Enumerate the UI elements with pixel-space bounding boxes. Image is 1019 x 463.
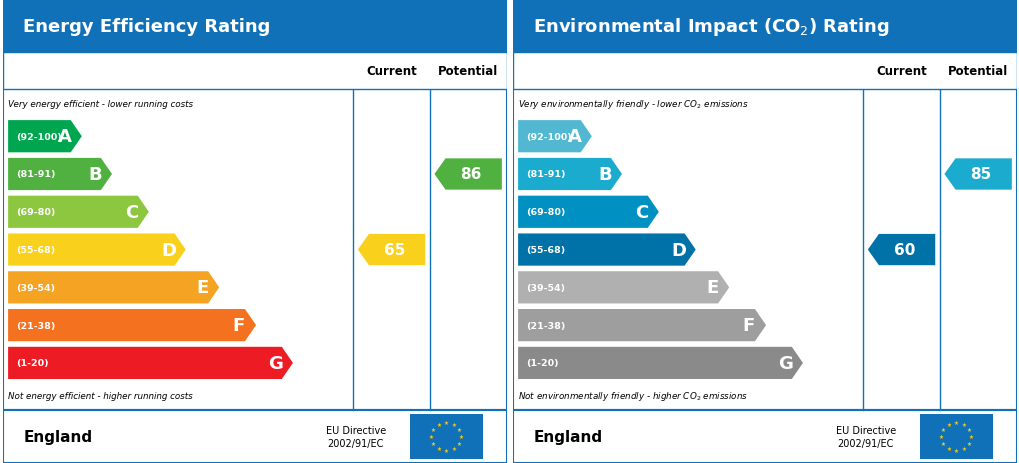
Text: F: F bbox=[232, 316, 245, 334]
Text: Potential: Potential bbox=[437, 65, 497, 78]
Text: D: D bbox=[671, 241, 686, 259]
Polygon shape bbox=[8, 158, 112, 191]
Polygon shape bbox=[944, 159, 1011, 190]
Text: (69-80): (69-80) bbox=[525, 208, 565, 217]
Text: ★: ★ bbox=[431, 441, 435, 446]
Polygon shape bbox=[518, 272, 729, 304]
Text: ★: ★ bbox=[966, 441, 971, 446]
Text: A: A bbox=[568, 128, 581, 146]
FancyBboxPatch shape bbox=[919, 414, 991, 458]
Text: (69-80): (69-80) bbox=[15, 208, 55, 217]
Text: ★: ★ bbox=[966, 427, 971, 432]
Polygon shape bbox=[518, 309, 765, 342]
Text: ★: ★ bbox=[968, 434, 973, 439]
Text: ★: ★ bbox=[451, 446, 455, 451]
Text: (81-91): (81-91) bbox=[15, 170, 55, 179]
Text: ★: ★ bbox=[953, 420, 958, 425]
Text: England: England bbox=[533, 429, 602, 444]
Text: 65: 65 bbox=[383, 243, 405, 257]
Text: E: E bbox=[196, 279, 208, 297]
Polygon shape bbox=[358, 234, 425, 266]
Text: (92-100): (92-100) bbox=[15, 132, 61, 141]
Text: Current: Current bbox=[366, 65, 417, 78]
Text: (55-68): (55-68) bbox=[525, 245, 565, 255]
Text: Not energy efficient - higher running costs: Not energy efficient - higher running co… bbox=[8, 391, 193, 400]
Text: (21-38): (21-38) bbox=[525, 321, 565, 330]
Text: EU Directive
2002/91/EC: EU Directive 2002/91/EC bbox=[325, 425, 385, 448]
Text: 86: 86 bbox=[460, 167, 481, 182]
Text: ★: ★ bbox=[431, 427, 435, 432]
Text: D: D bbox=[161, 241, 176, 259]
Text: ★: ★ bbox=[946, 446, 951, 451]
Text: Environmental Impact (CO$_2$) Rating: Environmental Impact (CO$_2$) Rating bbox=[533, 16, 890, 38]
Text: ★: ★ bbox=[459, 434, 464, 439]
FancyBboxPatch shape bbox=[410, 414, 482, 458]
Text: C: C bbox=[635, 203, 648, 221]
Text: ★: ★ bbox=[436, 422, 441, 427]
Polygon shape bbox=[518, 196, 658, 228]
Text: (92-100): (92-100) bbox=[525, 132, 571, 141]
Text: ★: ★ bbox=[941, 427, 945, 432]
Text: Potential: Potential bbox=[947, 65, 1007, 78]
Text: F: F bbox=[742, 316, 754, 334]
Text: Very energy efficient - lower running costs: Very energy efficient - lower running co… bbox=[8, 100, 193, 109]
Bar bbox=[3, 410, 506, 463]
Text: (55-68): (55-68) bbox=[15, 245, 55, 255]
Text: G: G bbox=[777, 354, 793, 372]
Text: ★: ★ bbox=[946, 422, 951, 427]
Text: ★: ★ bbox=[953, 448, 958, 453]
Text: B: B bbox=[597, 166, 611, 184]
Text: Current: Current bbox=[875, 65, 926, 78]
Text: England: England bbox=[23, 429, 93, 444]
Text: ★: ★ bbox=[443, 448, 448, 453]
Text: E: E bbox=[705, 279, 717, 297]
Text: ★: ★ bbox=[961, 446, 965, 451]
Polygon shape bbox=[518, 121, 591, 153]
Text: (21-38): (21-38) bbox=[15, 321, 55, 330]
Text: ★: ★ bbox=[429, 434, 433, 439]
Polygon shape bbox=[8, 234, 185, 266]
Text: 60: 60 bbox=[893, 243, 914, 257]
Text: A: A bbox=[58, 128, 71, 146]
Polygon shape bbox=[8, 272, 219, 304]
Text: EU Directive
2002/91/EC: EU Directive 2002/91/EC bbox=[835, 425, 895, 448]
Text: (39-54): (39-54) bbox=[525, 283, 565, 292]
Polygon shape bbox=[518, 158, 622, 191]
Text: ★: ★ bbox=[941, 441, 945, 446]
Polygon shape bbox=[8, 121, 82, 153]
Polygon shape bbox=[8, 196, 149, 228]
Text: Not environmentally friendly - higher CO$_2$ emissions: Not environmentally friendly - higher CO… bbox=[518, 389, 748, 402]
Polygon shape bbox=[867, 234, 934, 266]
Bar bbox=[513, 53, 1016, 90]
Polygon shape bbox=[434, 159, 501, 190]
Text: ★: ★ bbox=[436, 446, 441, 451]
Polygon shape bbox=[518, 347, 802, 379]
Text: (81-91): (81-91) bbox=[525, 170, 565, 179]
Bar bbox=[513, 0, 1016, 53]
Text: ★: ★ bbox=[938, 434, 943, 439]
Bar bbox=[3, 53, 506, 410]
Text: ★: ★ bbox=[457, 427, 462, 432]
Text: G: G bbox=[268, 354, 283, 372]
Text: Very environmentally friendly - lower CO$_2$ emissions: Very environmentally friendly - lower CO… bbox=[518, 98, 748, 111]
Text: (1-20): (1-20) bbox=[525, 359, 557, 368]
Polygon shape bbox=[8, 309, 256, 342]
Bar bbox=[3, 53, 506, 90]
Bar bbox=[3, 0, 506, 53]
Text: Energy Efficiency Rating: Energy Efficiency Rating bbox=[23, 18, 270, 36]
Text: ★: ★ bbox=[451, 422, 455, 427]
Text: ★: ★ bbox=[443, 420, 448, 425]
Bar bbox=[513, 410, 1016, 463]
Text: 85: 85 bbox=[970, 167, 990, 182]
Text: (39-54): (39-54) bbox=[15, 283, 55, 292]
Text: B: B bbox=[88, 166, 102, 184]
Bar bbox=[513, 53, 1016, 410]
Polygon shape bbox=[8, 347, 292, 379]
Text: (1-20): (1-20) bbox=[15, 359, 48, 368]
Text: C: C bbox=[125, 203, 139, 221]
Text: ★: ★ bbox=[961, 422, 965, 427]
Polygon shape bbox=[518, 234, 695, 266]
Text: ★: ★ bbox=[457, 441, 462, 446]
